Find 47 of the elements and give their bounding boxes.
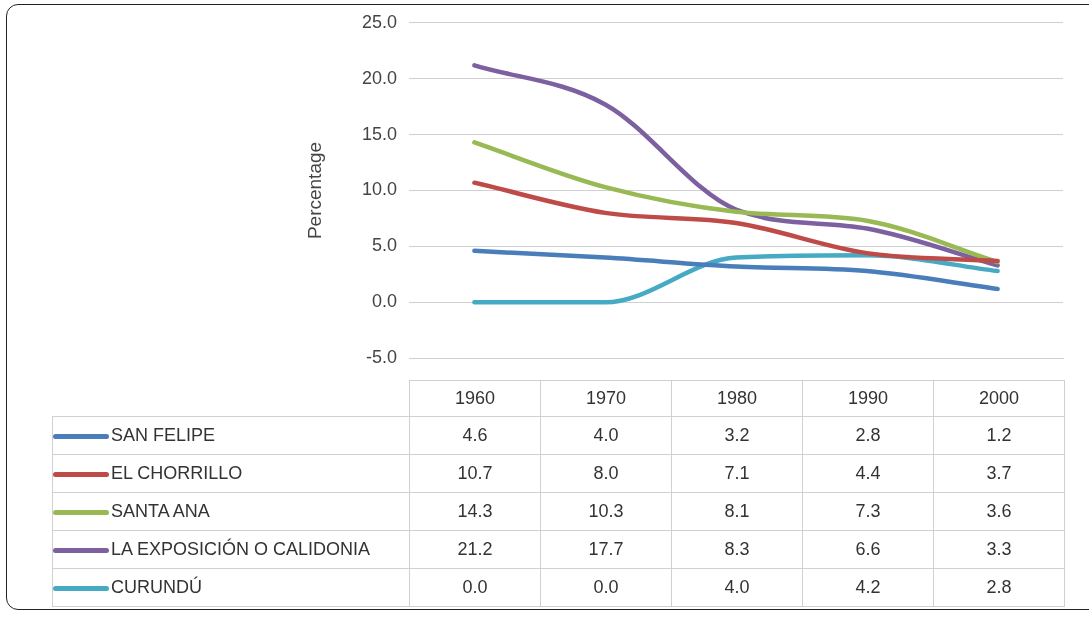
y-tick-label: 10.0 bbox=[361, 179, 397, 200]
data-label: 3.2 bbox=[671, 416, 803, 455]
data-label: 2.8 bbox=[933, 568, 1065, 607]
data-label: 3.3 bbox=[933, 530, 1065, 569]
data-label: 14.3 bbox=[409, 492, 541, 531]
x-tick-label: 1990 bbox=[802, 380, 934, 417]
data-label: 7.1 bbox=[671, 454, 803, 493]
legend-label: SAN FELIPE bbox=[52, 416, 410, 455]
x-tick-label: 1970 bbox=[540, 380, 672, 417]
data-label: 21.2 bbox=[409, 530, 541, 569]
data-label: 4.2 bbox=[802, 568, 934, 607]
data-label: 3.6 bbox=[933, 492, 1065, 531]
x-tick-label: 1980 bbox=[671, 380, 803, 417]
legend-label: CURUNDÚ bbox=[52, 568, 410, 607]
y-axis-title: Percentage bbox=[303, 141, 325, 240]
data-label: 0.0 bbox=[540, 568, 672, 607]
line-series bbox=[472, 248, 1000, 292]
y-tick-label: 15.0 bbox=[361, 123, 397, 144]
data-label: 8.1 bbox=[671, 492, 803, 531]
data-label: 4.0 bbox=[671, 568, 803, 607]
line-series bbox=[472, 63, 1000, 268]
line-series bbox=[472, 180, 1000, 264]
y-tick-label: -5.0 bbox=[365, 347, 397, 368]
y-tick-label: 0.0 bbox=[371, 291, 397, 312]
data-label: 10.7 bbox=[409, 454, 541, 493]
data-label: 6.6 bbox=[802, 530, 934, 569]
data-label: 7.3 bbox=[802, 492, 934, 531]
y-tick-label: 5.0 bbox=[371, 235, 397, 256]
data-label: 2.8 bbox=[802, 416, 934, 455]
y-tick-label: 20.0 bbox=[361, 67, 397, 88]
data-label: 0.0 bbox=[409, 568, 541, 607]
data-label: 17.7 bbox=[540, 530, 672, 569]
x-tick-label: 1960 bbox=[409, 380, 541, 417]
data-label: 3.7 bbox=[933, 454, 1065, 493]
data-label: 4.0 bbox=[540, 416, 672, 455]
x-tick-label: 2000 bbox=[933, 380, 1065, 417]
y-tick-label: 25.0 bbox=[361, 11, 397, 32]
data-label: 1.2 bbox=[933, 416, 1065, 455]
legend-label: EL CHORRILLO bbox=[52, 454, 410, 493]
legend-label: LA EXPOSICIÓN O CALIDONIA bbox=[52, 530, 410, 569]
data-label: 4.4 bbox=[802, 454, 934, 493]
line-series bbox=[472, 140, 1000, 265]
data-label: 8.3 bbox=[671, 530, 803, 569]
legend-label: SANTA ANA bbox=[52, 492, 410, 531]
data-label: 8.0 bbox=[540, 454, 672, 493]
data-label: 10.3 bbox=[540, 492, 672, 531]
data-label: 4.6 bbox=[409, 416, 541, 455]
